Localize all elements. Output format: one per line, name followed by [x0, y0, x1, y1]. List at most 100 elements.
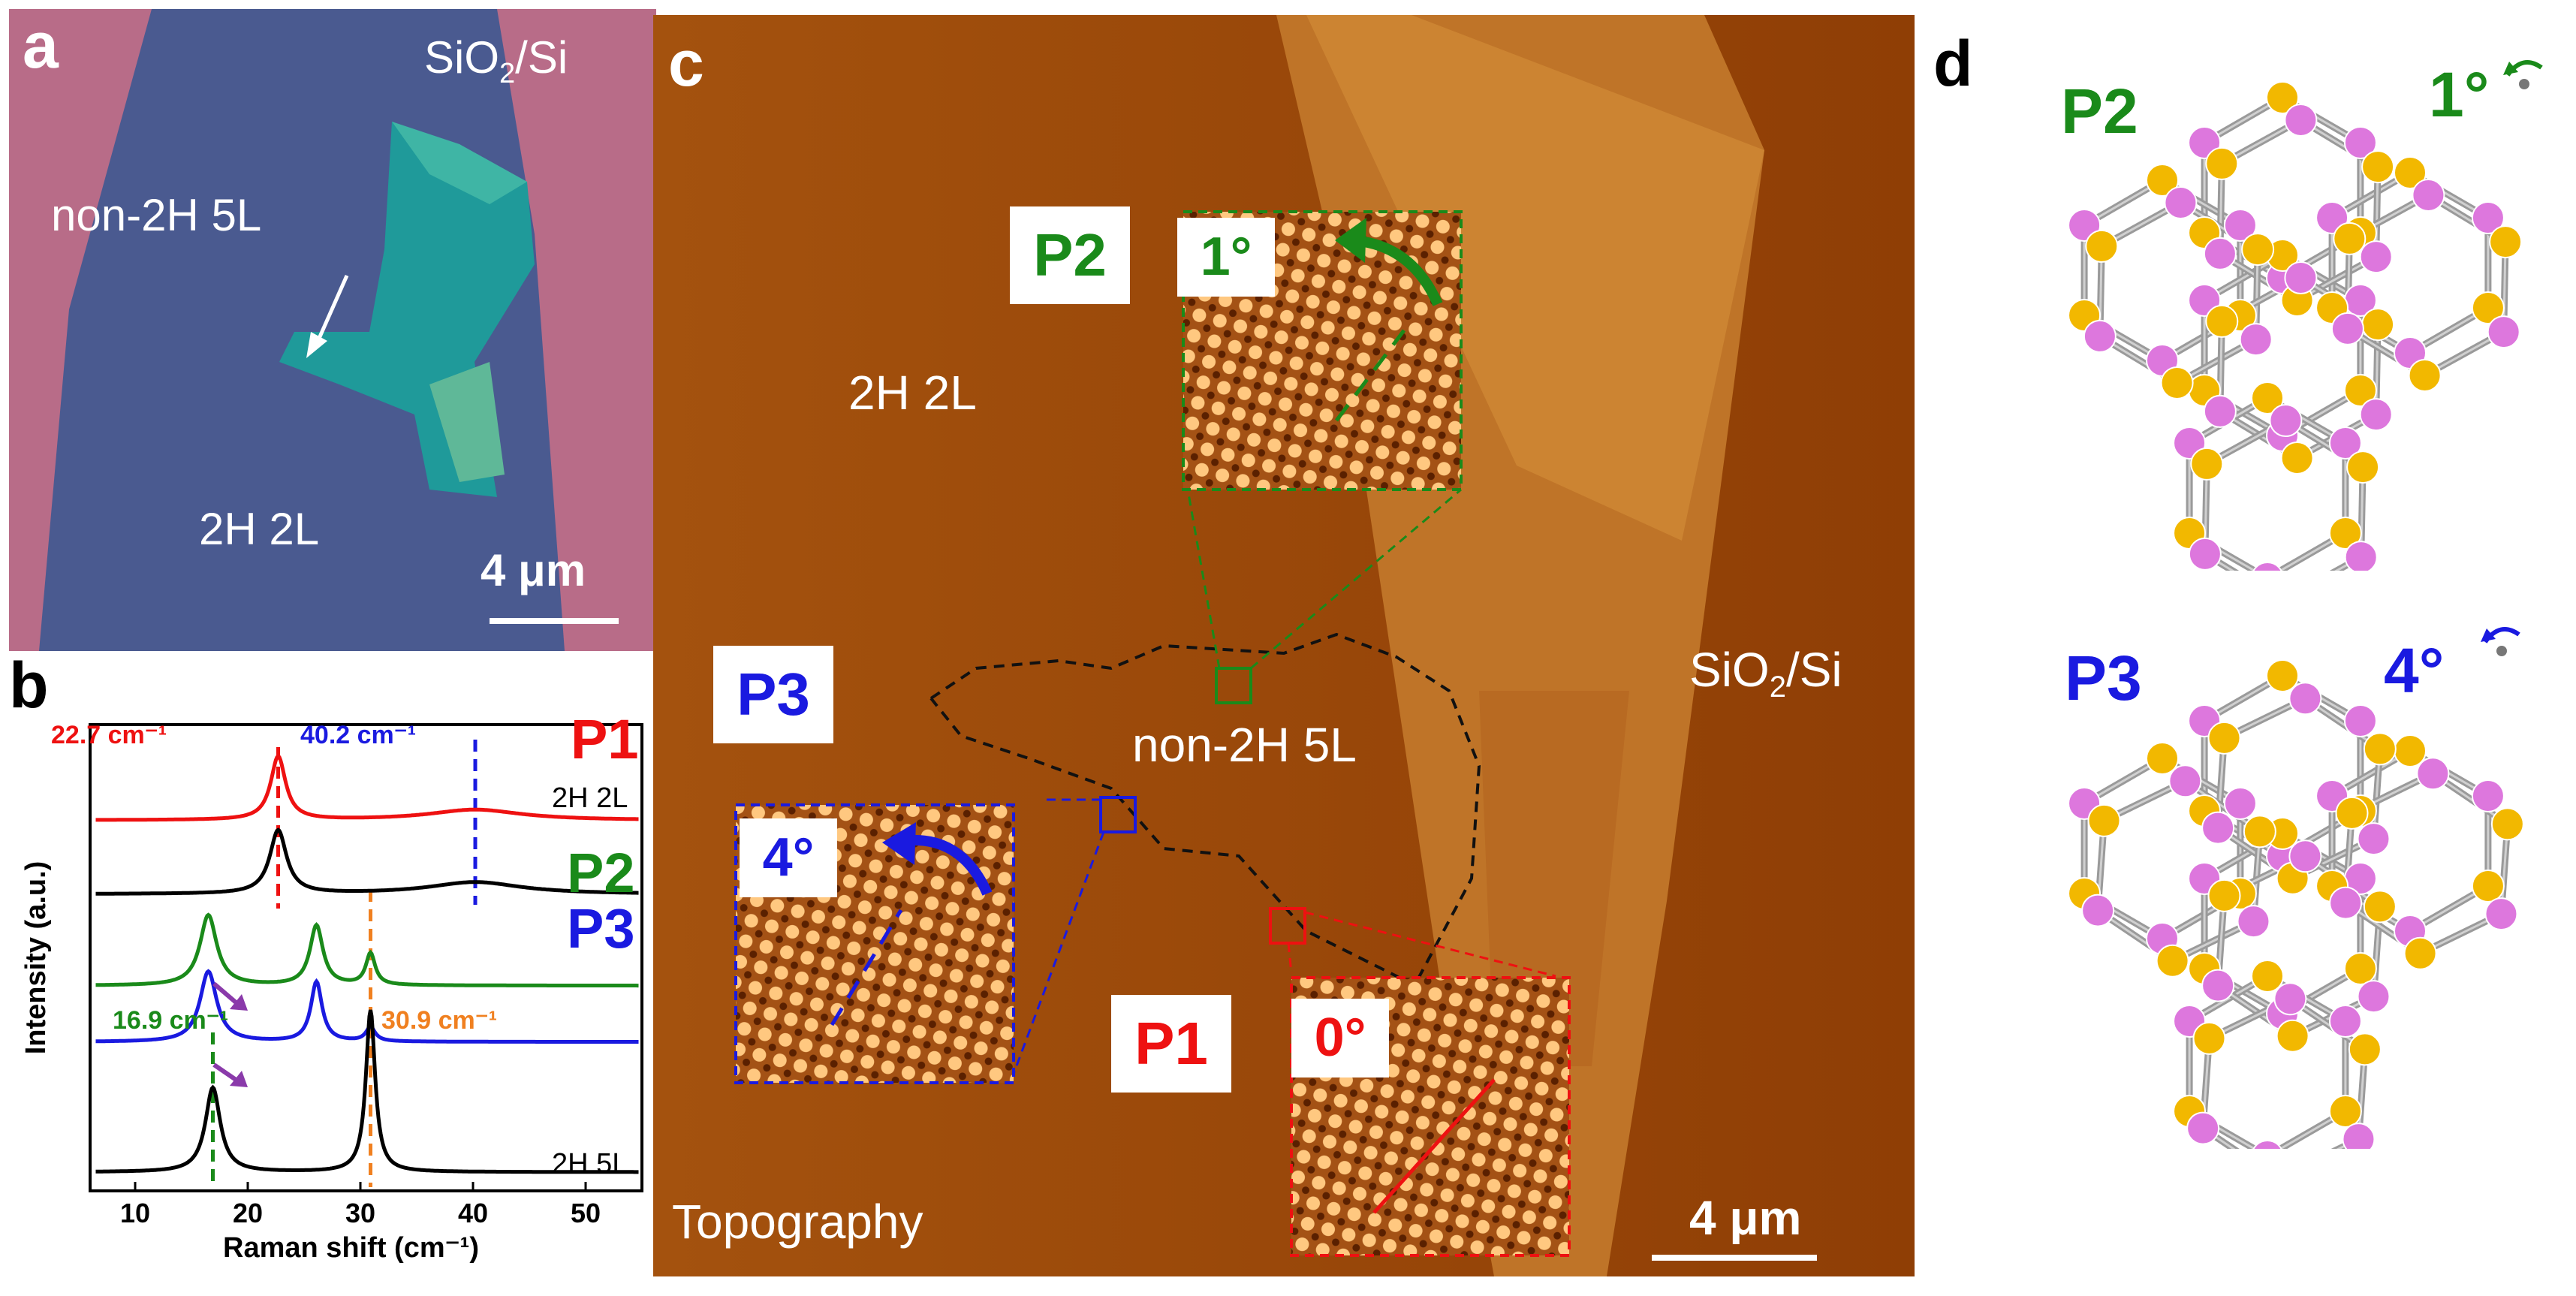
raman-chart-svg: 10 20 30 40 50 Raman shift (cm⁻¹) Intensity (a… — [20, 708, 643, 1264]
atom-mo — [2343, 126, 2377, 159]
atom-s — [2266, 659, 2299, 692]
flake-label-c: non-2H 5L — [1132, 718, 1357, 772]
atom-s — [2243, 815, 2276, 848]
model-p2-graphic — [2068, 81, 2523, 617]
atom-s — [2348, 1032, 2382, 1066]
raman-chart: 10 20 30 40 50 Raman shift (cm⁻¹) Intensity (a… — [0, 653, 653, 1292]
inset-angle-p1: 0° — [1291, 999, 1389, 1077]
series-line-0 — [95, 753, 639, 822]
atom-s — [2343, 952, 2377, 985]
atom-mo — [2164, 186, 2198, 220]
atom-mo — [2284, 104, 2318, 137]
atom-s — [2363, 890, 2397, 924]
series-line-2 — [95, 912, 639, 988]
atom-mo — [2416, 757, 2450, 791]
annotation-30-9: 30.9 cm⁻¹ — [381, 1006, 497, 1035]
atom-s — [2363, 732, 2397, 766]
atom-s — [2276, 1019, 2309, 1053]
atom-mo — [2357, 822, 2391, 856]
series-label-4: 2H 5L — [552, 1148, 628, 1180]
atom-mo — [2471, 779, 2505, 812]
atom-s — [2361, 308, 2395, 342]
atom-s — [2160, 366, 2194, 399]
atom-s — [2266, 81, 2299, 114]
atom-mo — [2328, 1005, 2362, 1038]
atom-mo — [2288, 839, 2322, 873]
bilayer-label-c: 2H 2L — [848, 366, 977, 420]
model-p3-tag: P3 — [2065, 643, 2142, 713]
atom-s — [2207, 879, 2241, 912]
atom-s — [2192, 1021, 2226, 1055]
inset-angle-p2: 1° — [1177, 218, 1275, 297]
x-tick-label: 10 — [120, 1198, 150, 1228]
atom-mo — [2203, 394, 2237, 428]
atom-mo — [2484, 897, 2518, 931]
atom-mo — [2330, 312, 2364, 345]
series-line-4 — [95, 1009, 639, 1174]
terrace-top — [1306, 15, 1764, 541]
flake-label-a: non-2H 5L — [51, 190, 262, 240]
atom-s — [2408, 358, 2442, 392]
atom-s — [2335, 796, 2369, 830]
atom-mo — [2081, 894, 2115, 927]
series-line-1 — [95, 827, 639, 896]
scale-bar-label-a: 4 μm — [481, 545, 586, 595]
atom-s — [2490, 807, 2524, 841]
atom-mo — [2251, 1140, 2284, 1173]
x-tick-label: 50 — [571, 1198, 601, 1228]
rotate-icon-p3 — [2481, 626, 2520, 656]
atom-mo — [2329, 886, 2363, 920]
atom-mo — [2288, 682, 2322, 716]
atom-s — [2361, 150, 2395, 184]
atom-s — [2333, 222, 2367, 255]
atom-mo — [2269, 404, 2303, 438]
x-tick-label: 40 — [458, 1198, 488, 1228]
atom-mo — [2239, 323, 2273, 357]
panel-a-optical-image — [9, 9, 656, 651]
atom-s — [2343, 374, 2377, 407]
atom-s — [2146, 742, 2179, 775]
panel-d-letter: d — [1933, 28, 1973, 100]
inset-tag-p1: P1 — [1111, 995, 1231, 1093]
x-axis-label: Raman shift (cm⁻¹) — [223, 1232, 479, 1264]
atom-mo — [2083, 319, 2117, 353]
atom-mo — [2168, 764, 2202, 798]
inset-tag-p2: P2 — [1010, 206, 1130, 304]
chart-frame — [89, 723, 643, 1192]
series-label-0: P1 — [571, 708, 639, 770]
series-label-3: P3 — [567, 897, 635, 960]
annotation-16-9: 16.9 cm⁻¹ — [113, 1006, 228, 1035]
atom-mo — [2344, 541, 2378, 574]
model-p2 — [1967, 30, 2568, 617]
mode-label: Topography — [672, 1195, 923, 1249]
atom-mo — [2188, 537, 2222, 571]
atom-mo — [2203, 237, 2237, 270]
atom-s — [2489, 225, 2523, 259]
atom-mo — [2223, 787, 2257, 820]
atom-s — [2190, 447, 2224, 481]
atom-s — [2328, 1095, 2362, 1128]
y-axis-label: Intensity (a.u.) — [20, 861, 52, 1055]
atom-s — [2394, 734, 2427, 767]
series-label-2: P2 — [567, 842, 635, 904]
atom-s — [2471, 291, 2505, 324]
optical-image-graphic — [39, 9, 619, 651]
model-p3-graphic — [2068, 659, 2524, 1195]
annotation-40-2: 40.2 cm⁻¹ — [300, 721, 416, 749]
panel-a-letter: a — [23, 10, 59, 82]
model-p2-angle: 1° — [2429, 59, 2490, 130]
atom-s — [2205, 146, 2239, 180]
atom-s — [2346, 451, 2380, 484]
atom-s — [2087, 803, 2121, 837]
panel-c-topography — [653, 15, 1915, 1276]
terrace-lower — [1479, 691, 1629, 1066]
atom-s — [2471, 870, 2505, 903]
atom-s — [2403, 936, 2437, 970]
atom-s — [2205, 304, 2239, 338]
atom-mo — [2251, 562, 2284, 595]
atom-mo — [2412, 179, 2445, 212]
atom-s — [2251, 381, 2284, 414]
substrate-label-a: SiO2/Si — [424, 32, 568, 89]
atom-s — [2241, 233, 2275, 267]
rotate-icon-p2 — [2503, 59, 2543, 89]
